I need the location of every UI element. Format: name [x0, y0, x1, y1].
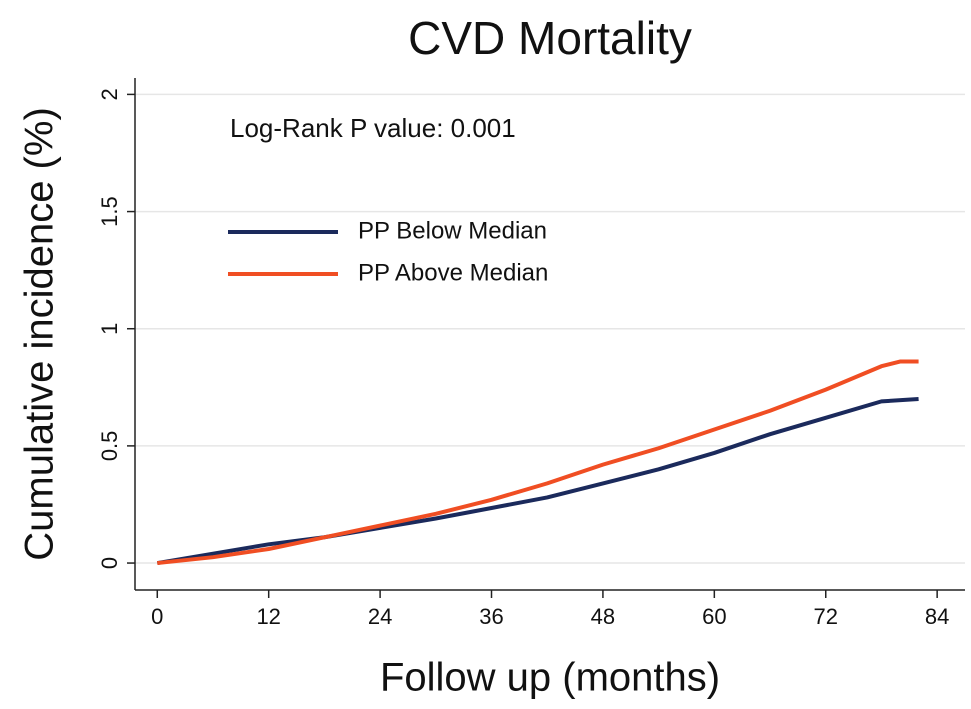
x-axis-label: Follow up (months)	[380, 656, 720, 700]
y-tick-label: 2	[97, 88, 122, 100]
x-tick-label: 84	[925, 604, 949, 629]
x-tick-label: 0	[151, 604, 163, 629]
x-tick-label: 60	[702, 604, 726, 629]
y-tick-label: 1.5	[97, 196, 122, 227]
y-tick-label: 0.5	[97, 431, 122, 462]
x-tick-label: 12	[256, 604, 280, 629]
legend-label: PP Below Median	[358, 217, 547, 244]
chart-title: CVD Mortality	[408, 12, 692, 64]
line-series	[157, 359, 919, 566]
x-tick-label: 72	[813, 604, 837, 629]
y-axis-label: Cumulative incidence (%)	[18, 107, 62, 561]
y-tick-label: 1	[97, 323, 122, 335]
annotation: Log-Rank P value: 0.001	[230, 113, 516, 143]
x-tick-label: 48	[591, 604, 615, 629]
y-tick-label: 0	[97, 557, 122, 569]
x-tick-label: 24	[368, 604, 392, 629]
line-series	[156, 397, 919, 566]
x-tick-label: 36	[479, 604, 503, 629]
legend-label: PP Above Median	[358, 259, 548, 286]
